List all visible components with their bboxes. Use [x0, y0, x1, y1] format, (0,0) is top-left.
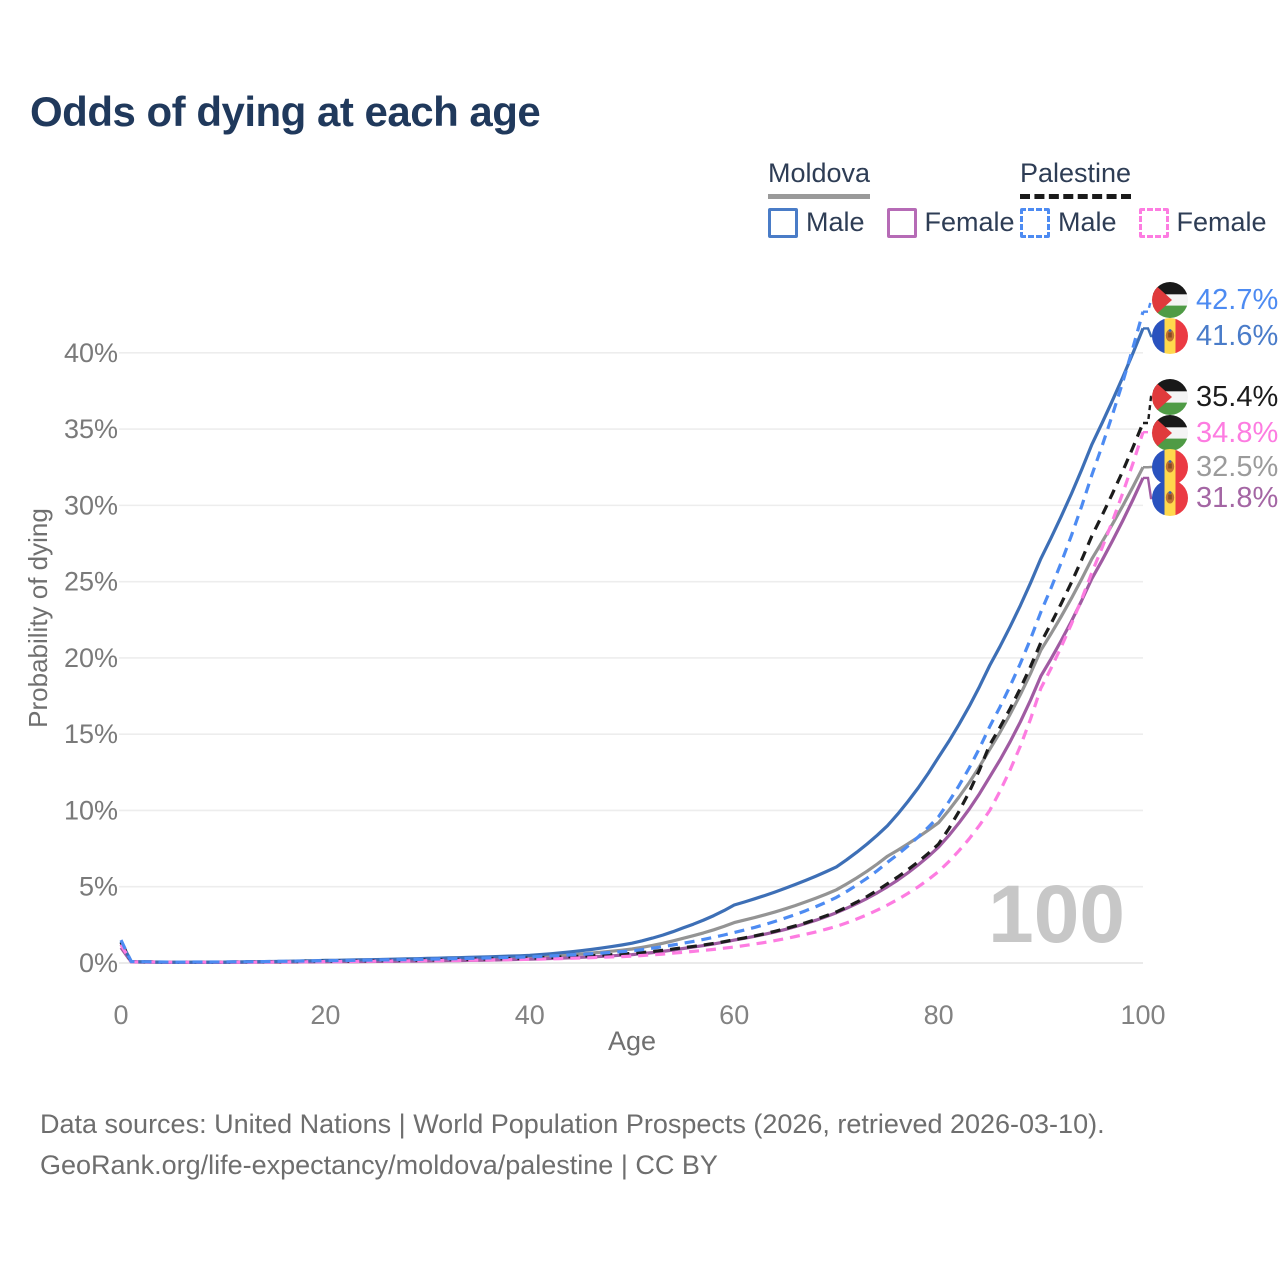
- x-tick-label: 20: [310, 1000, 340, 1030]
- legend-item-label: Male: [806, 207, 865, 237]
- y-tick-label: 35%: [64, 414, 118, 444]
- y-tick-label: 20%: [64, 643, 118, 673]
- end-label-value: 32.5%: [1196, 450, 1279, 483]
- legend-checkbox-female[interactable]: [886, 207, 917, 238]
- legend-country-moldova: Moldova: [768, 158, 871, 199]
- end-label-connector: [1143, 395, 1155, 425]
- y-tick-label: 15%: [64, 719, 118, 749]
- x-tick-label: 40: [515, 1000, 545, 1030]
- footer: Data sources: United Nations | World Pop…: [40, 1104, 1105, 1186]
- moldova-flag-icon: [1152, 318, 1188, 354]
- end-label-row-palestine_female: 34.8%: [1152, 415, 1278, 451]
- legend-item-palestine-male[interactable]: Male: [1020, 207, 1117, 238]
- series-line-palestine_male: [119, 311, 1145, 964]
- end-label-value: 41.6%: [1196, 319, 1279, 352]
- y-tick-label: 25%: [64, 567, 118, 597]
- end-label-row-moldova_both: 32.5%: [1152, 449, 1278, 485]
- legend-item-label: Male: [1058, 207, 1117, 237]
- y-tick-label: 10%: [64, 795, 118, 825]
- palestine-flag-icon: [1152, 379, 1188, 415]
- legend-checkbox-male[interactable]: [1020, 207, 1050, 238]
- x-tick-label: 60: [719, 1000, 749, 1030]
- footer-data-sources: Data sources: United Nations | World Pop…: [40, 1109, 1105, 1139]
- legend-checkbox-male[interactable]: [768, 207, 798, 238]
- end-label-row-moldova_male: 41.6%: [1152, 318, 1278, 354]
- end-label-value: 34.8%: [1196, 416, 1279, 449]
- legend-item-label: Female: [924, 207, 1015, 237]
- moldova-flag-icon: [1152, 449, 1188, 485]
- end-label-value: 31.8%: [1196, 481, 1279, 514]
- legend-country-palestine: Palestine: [1020, 158, 1132, 199]
- y-tick-label: 30%: [64, 490, 118, 520]
- palestine-flag-icon: [1152, 415, 1188, 451]
- end-label-row-palestine_both: 35.4%: [1152, 379, 1278, 415]
- end-label-row-palestine_male: 42.7%: [1152, 282, 1278, 318]
- legend-item-label: Female: [1176, 207, 1267, 237]
- y-axis-title: Probability of dying: [23, 508, 53, 728]
- x-tick-label: 100: [1120, 1000, 1165, 1030]
- chart-title: Odds of dying at each age: [30, 88, 541, 135]
- age-hover-watermark: 100: [988, 869, 1125, 960]
- footer-attribution: GeoRank.org/life-expectancy/moldova/pale…: [40, 1150, 718, 1180]
- legend-checkbox-female[interactable]: [1138, 207, 1169, 238]
- legend-group-palestine: Palestine Male Female: [1020, 158, 1280, 238]
- series-line-moldova_male: [119, 327, 1145, 964]
- y-tick-label: 5%: [79, 872, 118, 902]
- end-label-value: 35.4%: [1196, 380, 1279, 413]
- legend-item-moldova-female[interactable]: Female: [886, 207, 1015, 238]
- moldova-flag-icon: [1152, 480, 1188, 516]
- series-line-palestine_both: [119, 422, 1145, 964]
- x-tick-label: 0: [113, 1000, 128, 1030]
- y-tick-label: 40%: [64, 338, 118, 368]
- y-tick-label: 0%: [79, 948, 118, 978]
- x-tick-label: 80: [924, 1000, 954, 1030]
- end-label-row-moldova_female: 31.8%: [1152, 480, 1278, 516]
- legend-group-moldova: Moldova Male Female: [768, 158, 1037, 238]
- palestine-flag-icon: [1152, 282, 1188, 318]
- legend-item-moldova-male[interactable]: Male: [768, 207, 865, 238]
- x-axis-title: Age: [608, 1026, 656, 1056]
- legend-item-palestine-female[interactable]: Female: [1138, 207, 1267, 238]
- end-label-value: 42.7%: [1196, 283, 1279, 316]
